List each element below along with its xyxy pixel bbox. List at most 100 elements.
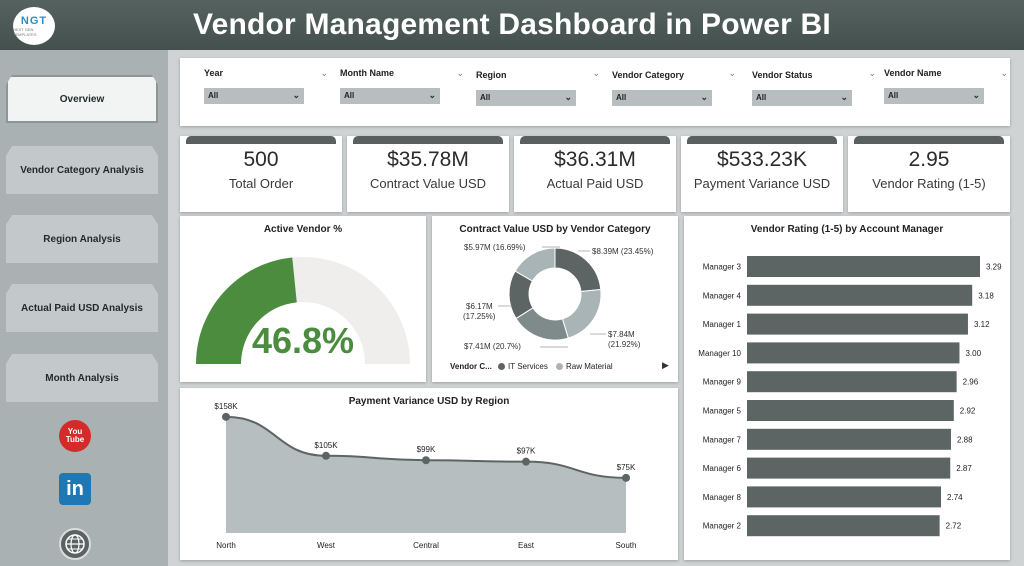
nav-region-button[interactable]: Region Analysis [6, 215, 158, 263]
y-tick-label: Manager 4 [703, 291, 742, 300]
rating-bar[interactable] [747, 256, 980, 277]
rating-bar[interactable] [747, 428, 951, 450]
filter-month-name[interactable]: Month Name ⌄ All ⌄ [340, 68, 468, 104]
dropdown-icon: ⌄ [972, 90, 980, 100]
y-tick-label: Manager 6 [703, 464, 742, 473]
kpi-accent-bar [520, 136, 670, 144]
y-tick-label: Manager 10 [698, 349, 741, 358]
y-tick-label: Manager 7 [703, 435, 742, 444]
nav-vendor-category-button[interactable]: Vendor Category Analysis [6, 146, 158, 194]
filter-value: All [756, 93, 767, 102]
youtube-icon[interactable]: You Tube [59, 420, 91, 452]
donut-data-label: $8.39M (23.45%) [592, 247, 654, 256]
linkedin-icon[interactable]: in [59, 473, 91, 505]
x-tick-label: West [317, 541, 336, 550]
chevron-down-icon[interactable]: ⌄ [728, 68, 736, 78]
chevron-down-icon[interactable]: ⌄ [592, 68, 600, 78]
donut-title: Contract Value USD by Vendor Category [459, 224, 651, 235]
kpi-label: Contract Value USD [369, 176, 487, 191]
donut-slice[interactable] [561, 288, 602, 339]
nav-overview-button[interactable]: Overview [6, 75, 158, 123]
rating-bar[interactable] [747, 342, 960, 364]
gauge-svg [196, 257, 410, 364]
payment-variance-card[interactable]: Payment Variance USD by Region $158K Nort… [180, 388, 678, 560]
x-tick-label: Central [413, 541, 439, 550]
y-tick-label: Manager 9 [703, 378, 742, 387]
chevron-down-icon[interactable]: ⌄ [868, 68, 876, 78]
active-vendor-gauge-card[interactable]: Active Vendor % 46.8% [180, 216, 426, 382]
filter-vendor-status[interactable]: Vendor Status ⌄ All ⌄ [752, 68, 880, 106]
filter-region[interactable]: Region ⌄ All ⌄ [476, 68, 604, 106]
rating-bar[interactable] [747, 515, 940, 537]
vendor-rating-bar-card[interactable]: Vendor Rating (1-5) by Account Manager M… [684, 216, 1010, 560]
rating-bar[interactable] [747, 371, 957, 393]
kpi-value: $36.31M [554, 148, 636, 171]
donut-data-label: $6.17M [466, 302, 493, 311]
area-point[interactable] [522, 457, 530, 466]
chevron-down-icon[interactable]: ⌄ [320, 68, 328, 78]
filter-vendor-category[interactable]: Vendor Category ⌄ All ⌄ [612, 68, 740, 106]
kpi-accent-bar [186, 136, 336, 144]
rating-bar[interactable] [747, 400, 954, 421]
kpi-label: Payment Variance USD [693, 176, 831, 191]
page-title: Vendor Management Dashboard in Power BI [193, 8, 831, 41]
bar-data-label: 2.87 [956, 464, 972, 473]
bar-data-label: 2.74 [947, 493, 963, 502]
y-tick-label: Manager 3 [703, 263, 742, 272]
main-canvas: Year ⌄ All ⌄ Month Name ⌄ All ⌄ Region ⌄ A… [168, 50, 1024, 566]
donut-data-label: $5.97M (16.69%) [464, 243, 526, 252]
bar-data-label: 3.18 [978, 291, 994, 300]
filter-value: All [616, 93, 627, 102]
ngt-logo[interactable]: NGT NEXT GEN TEMPLATES [13, 7, 55, 45]
kpi-actual-paid: $36.31M Actual Paid USD [514, 136, 676, 212]
legend-next-arrow-icon[interactable]: ▶ [662, 360, 669, 370]
donut-legend-title: Vendor C... [450, 362, 492, 371]
kpi-value: 500 [243, 148, 279, 171]
dropdown-icon: ⌄ [840, 92, 848, 102]
filter-select[interactable]: All ⌄ [612, 90, 712, 106]
filter-value: All [344, 91, 355, 100]
donut-legend-item[interactable]: IT Services [498, 362, 548, 371]
area-data-label: $75K [617, 463, 636, 472]
filter-select[interactable]: All ⌄ [884, 88, 984, 104]
globe-icon[interactable] [59, 528, 91, 560]
rating-bar[interactable] [747, 284, 973, 306]
contract-value-donut-card[interactable]: Contract Value USD by Vendor Category $8… [432, 216, 678, 382]
gauge-fill [196, 257, 297, 364]
filter-vendor-name[interactable]: Vendor Name ⌄ All ⌄ [884, 68, 1012, 104]
bar-data-label: 3.00 [965, 349, 981, 358]
nav-actual-paid-button[interactable]: Actual Paid USD Analysis [6, 284, 158, 332]
legend-swatch [498, 363, 505, 370]
rating-bar[interactable] [747, 486, 942, 508]
kpi-accent-bar [353, 136, 503, 144]
filter-select[interactable]: All ⌄ [476, 90, 576, 106]
area-point[interactable] [622, 473, 630, 482]
rating-bar[interactable] [747, 313, 968, 335]
area-point[interactable] [322, 451, 330, 460]
filter-label: Month Name [340, 68, 394, 78]
chevron-down-icon[interactable]: ⌄ [456, 68, 464, 78]
kpi-value: $533.23K [717, 148, 807, 171]
filter-select[interactable]: All ⌄ [204, 88, 304, 104]
area-data-label: $158K [214, 402, 238, 411]
filter-select[interactable]: All ⌄ [752, 90, 852, 106]
area-point[interactable] [422, 456, 430, 465]
bar-data-label: 2.72 [946, 522, 962, 531]
area-data-label: $97K [517, 447, 536, 456]
kpi-label: Actual Paid USD [546, 176, 644, 191]
donut-legend-item[interactable]: Raw Material [556, 362, 613, 371]
filter-select[interactable]: All ⌄ [340, 88, 440, 104]
donut-slice[interactable] [514, 247, 556, 282]
kpi-accent-bar [687, 136, 837, 144]
rating-bar[interactable] [747, 457, 951, 479]
kpi-value: 2.95 [908, 148, 950, 171]
filter-year[interactable]: Year ⌄ All ⌄ [204, 68, 332, 104]
nav-month-button[interactable]: Month Analysis [6, 354, 158, 402]
chevron-down-icon[interactable]: ⌄ [1000, 68, 1008, 78]
bar-chart-svg: Manager 3 3.29 Manager 4 3.18 Manager 1 3.12 M… [698, 256, 1002, 537]
area-point[interactable] [222, 412, 230, 421]
area-data-label: $99K [417, 445, 436, 454]
legend-swatch [556, 363, 563, 370]
donut-data-label: (17.25%) [463, 312, 496, 321]
filter-label: Vendor Status [752, 70, 813, 80]
